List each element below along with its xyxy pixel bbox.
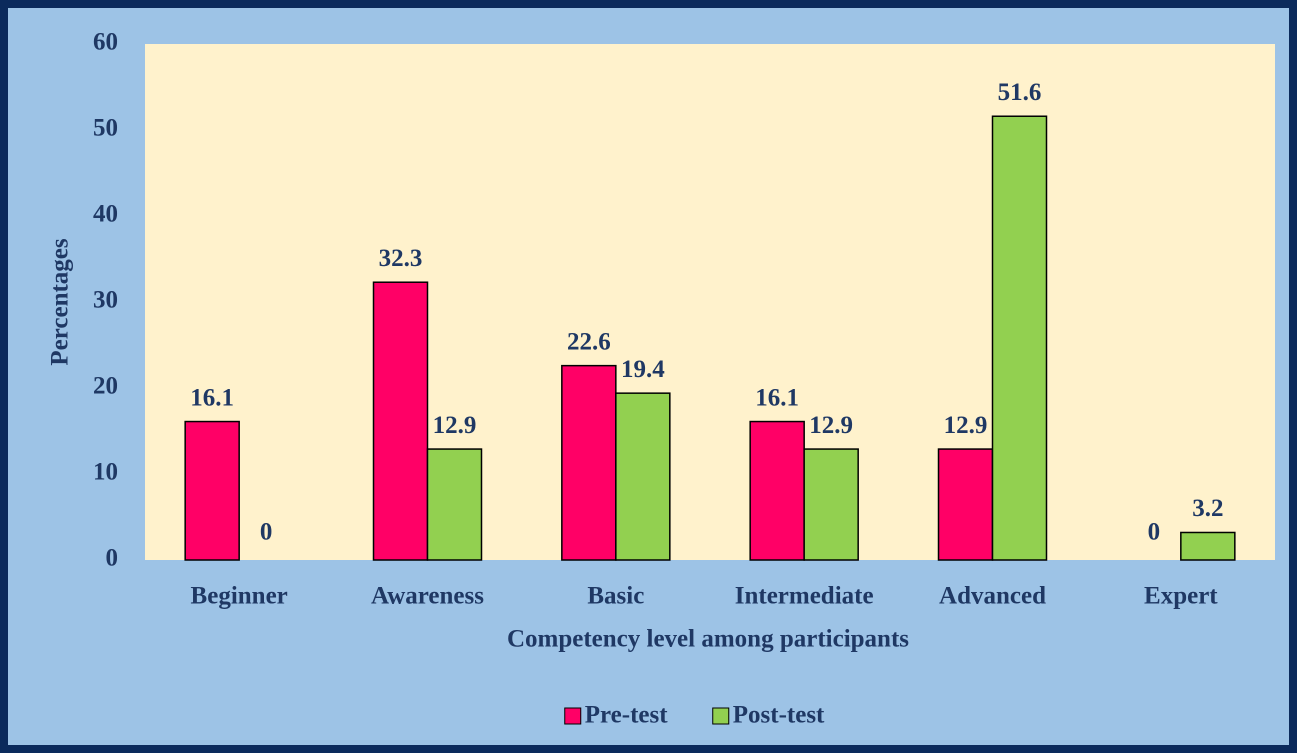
legend-label: Post-test xyxy=(733,702,825,729)
bar xyxy=(372,281,429,561)
plot-area xyxy=(145,44,1275,560)
data-label: 51.6 xyxy=(998,79,1042,106)
bar xyxy=(561,364,617,561)
data-label: 16.1 xyxy=(190,384,234,411)
bar xyxy=(991,115,1048,561)
bar xyxy=(426,448,483,561)
data-label: 19.4 xyxy=(621,356,665,383)
bar xyxy=(615,392,671,561)
y-tick-label: 30 xyxy=(93,287,118,314)
bar xyxy=(937,448,994,561)
x-tick-label: Expert xyxy=(1144,583,1218,610)
data-label: 16.1 xyxy=(755,384,799,411)
y-tick-label: 20 xyxy=(93,373,118,400)
bar xyxy=(803,448,859,561)
x-tick-label: Awareness xyxy=(371,583,484,610)
y-tick-label: 60 xyxy=(93,29,118,56)
bar xyxy=(184,420,240,561)
x-tick-label: Advanced xyxy=(939,583,1046,610)
y-tick-label: 10 xyxy=(93,459,118,486)
x-tick-label: Intermediate xyxy=(735,583,874,610)
data-label: 12.9 xyxy=(944,412,988,439)
bar xyxy=(749,420,805,561)
data-label: 12.9 xyxy=(809,412,853,439)
legend-swatch xyxy=(564,707,582,725)
x-tick-label: Basic xyxy=(587,583,644,610)
y-tick-label: 40 xyxy=(93,201,118,228)
x-tick-label: Beginner xyxy=(191,583,288,610)
y-tick-label: 50 xyxy=(93,115,118,142)
bar xyxy=(1180,531,1236,561)
data-label: 12.9 xyxy=(433,412,477,439)
data-label: 0 xyxy=(260,519,273,546)
data-label: 3.2 xyxy=(1192,495,1223,522)
legend-swatch xyxy=(712,707,730,725)
y-axis-label: Percentages xyxy=(47,238,74,366)
data-label: 22.6 xyxy=(567,328,611,355)
x-axis-label: Competency level among participants xyxy=(507,626,909,653)
data-label: 0 xyxy=(1148,519,1161,546)
y-tick-label: 0 xyxy=(106,545,119,572)
legend-label: Pre-test xyxy=(585,702,668,729)
data-label: 32.3 xyxy=(379,245,423,272)
